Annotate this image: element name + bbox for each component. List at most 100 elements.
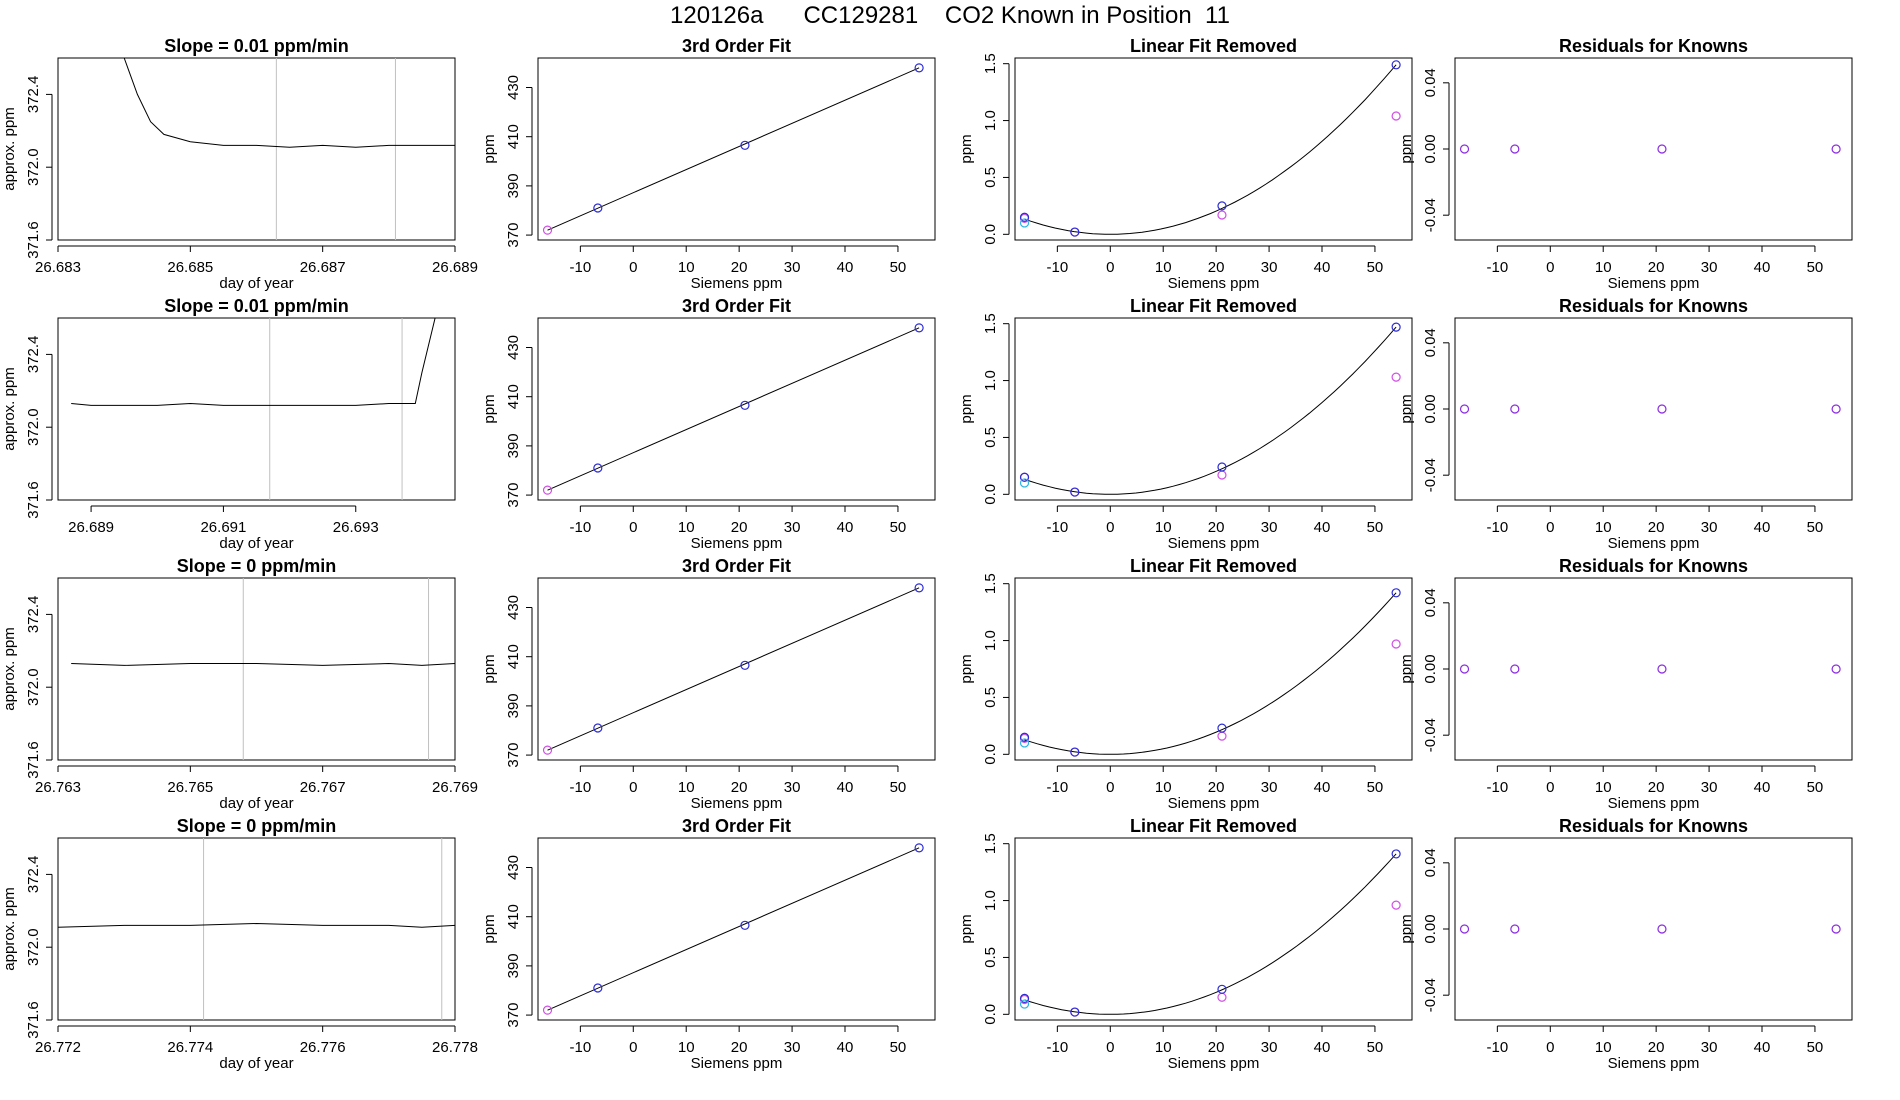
r3-linear-removed-plot-frame bbox=[1014, 837, 1413, 1021]
r0-linear-removed-x-tick-label: 20 bbox=[1208, 259, 1225, 276]
r1-fit-y-axis-label: ppm bbox=[481, 394, 498, 423]
r0-linear-removed-plot-frame bbox=[1014, 57, 1413, 241]
r3-fit-x-axis-label: Siemens ppm bbox=[691, 1055, 783, 1072]
r1-fit-x-tick-label: -10 bbox=[570, 519, 592, 536]
r0-timeseries-plot-frame bbox=[57, 57, 456, 241]
r1-residuals-x-axis-label: Siemens ppm bbox=[1608, 535, 1700, 552]
r3-linear-removed-x-tick-label: 0 bbox=[1106, 1039, 1114, 1056]
r0-timeseries-x-tick-label: 26.689 bbox=[432, 259, 478, 276]
r3-residuals-y-tick-label: 0.04 bbox=[1422, 848, 1439, 877]
r2-timeseries-x-tick-label: 26.767 bbox=[300, 779, 346, 796]
r2-fit-y-tick-label: 430 bbox=[505, 595, 522, 620]
r1-linear-removed-y-tick-label: 1.5 bbox=[982, 313, 999, 334]
r3-linear-removed-blue-point bbox=[1391, 849, 1401, 859]
r3-residuals-y-tick-label: 0.00 bbox=[1422, 914, 1439, 943]
r3-fit-x-tick-label: 50 bbox=[890, 1039, 907, 1056]
r3-residuals-panel-title: Residuals for Knowns bbox=[1559, 816, 1748, 836]
r3-residuals-x-tick-label: 50 bbox=[1807, 1039, 1824, 1056]
r0-residual-point bbox=[1831, 144, 1841, 154]
r1-linear-removed-blue-point bbox=[1070, 487, 1080, 497]
r0-linear-removed-y-tick-label: 1.5 bbox=[982, 53, 999, 74]
r1-linear-removed-x-tick-label: 50 bbox=[1367, 519, 1384, 536]
r2-linear-removed-x-tick-label: 50 bbox=[1367, 779, 1384, 796]
r0-fit-point bbox=[740, 140, 750, 150]
r1-timeseries-x-tick-label: 26.691 bbox=[200, 519, 246, 536]
r2-fit-line bbox=[547, 587, 920, 751]
r2-residuals-y-tick-label: -0.04 bbox=[1422, 718, 1439, 752]
r3-linear-removed-panel-title: Linear Fit Removed bbox=[1130, 816, 1297, 836]
r0-fit-plot-frame bbox=[537, 57, 936, 241]
r1-linear-removed-x-tick-label: 20 bbox=[1208, 519, 1225, 536]
r3-fit-line bbox=[547, 847, 920, 1011]
r2-residuals-y-axis-label: ppm bbox=[1398, 654, 1415, 683]
r3-residuals-plot-frame bbox=[1454, 837, 1853, 1021]
r2-fit-x-tick-label: -10 bbox=[570, 779, 592, 796]
r0-linear-removed-blue-point bbox=[1391, 60, 1401, 70]
r1-linear-removed-blue-point bbox=[1217, 462, 1227, 472]
r3-fit-x-tick-label: 10 bbox=[678, 1039, 695, 1056]
r1-linear-removed-x-tick-label: 40 bbox=[1314, 519, 1331, 536]
r1-timeseries-y-tick-label: 372.4 bbox=[25, 336, 42, 374]
r1-fit-y-tick-label: 370 bbox=[505, 483, 522, 508]
r2-fit-y-axis-label: ppm bbox=[481, 654, 498, 683]
r2-fit-point bbox=[593, 723, 603, 733]
r3-fit-x-tick-label: 40 bbox=[837, 1039, 854, 1056]
r1-linear-removed-x-tick-label: 0 bbox=[1106, 519, 1114, 536]
r1-fit-point bbox=[542, 485, 553, 495]
r1-residuals-plot-frame bbox=[1454, 317, 1853, 501]
r2-linear-removed-y-tick-label: 0.0 bbox=[982, 744, 999, 765]
r2-timeseries-panel-title: Slope = 0 ppm/min bbox=[177, 556, 337, 576]
r3-residuals-x-tick-label: 0 bbox=[1546, 1039, 1554, 1056]
r3-timeseries-y-tick-label: 372.0 bbox=[25, 928, 42, 966]
r0-linear-removed-blue-point bbox=[1070, 227, 1080, 237]
r3-timeseries-y-axis-label: approx. ppm bbox=[1, 887, 18, 970]
r3-linear-removed-x-tick-label: 30 bbox=[1261, 1039, 1278, 1056]
r0-fit-x-tick-label: 0 bbox=[629, 259, 637, 276]
r2-residuals-y-tick-label: 0.04 bbox=[1422, 588, 1439, 617]
r1-timeseries-trace bbox=[71, 317, 436, 406]
r1-fit-x-tick-label: 20 bbox=[731, 519, 748, 536]
r1-timeseries-panel-title: Slope = 0.01 ppm/min bbox=[164, 296, 349, 316]
r3-timeseries-y-tick-label: 371.6 bbox=[25, 1001, 42, 1039]
r0-linear-removed-x-tick-label: 50 bbox=[1367, 259, 1384, 276]
r0-fit-y-tick-label: 430 bbox=[505, 75, 522, 100]
r2-linear-removed-x-axis-label: Siemens ppm bbox=[1168, 795, 1260, 812]
r3-residuals-x-axis-label: Siemens ppm bbox=[1608, 1055, 1700, 1072]
r1-fit-point bbox=[914, 323, 924, 333]
r3-residuals-x-tick-label: 10 bbox=[1595, 1039, 1612, 1056]
r2-linear-removed-plot-frame bbox=[1014, 577, 1413, 761]
r2-residual-point bbox=[1657, 664, 1667, 674]
r2-timeseries-y-tick-label: 372.4 bbox=[25, 596, 42, 634]
r0-fit-x-tick-label: 40 bbox=[837, 259, 854, 276]
r3-timeseries-y-tick-label: 372.4 bbox=[25, 856, 42, 894]
r2-fit-x-tick-label: 30 bbox=[784, 779, 801, 796]
r2-timeseries-y-tick-label: 371.6 bbox=[25, 741, 42, 779]
r3-fit-point bbox=[740, 920, 750, 930]
r2-linear-removed-x-tick-label: -10 bbox=[1047, 779, 1069, 796]
r2-linear-removed-magenta-point bbox=[1391, 639, 1401, 649]
r1-fit-x-tick-label: 10 bbox=[678, 519, 695, 536]
r3-residuals-x-tick-label: -10 bbox=[1487, 1039, 1509, 1056]
r1-fit-line bbox=[547, 327, 920, 491]
r1-fit-point bbox=[740, 400, 750, 410]
r1-timeseries-y-tick-label: 372.0 bbox=[25, 408, 42, 446]
r3-residual-point bbox=[1510, 924, 1520, 934]
r3-linear-removed-blue-point bbox=[1070, 1007, 1080, 1017]
r1-residual-point bbox=[1510, 404, 1520, 414]
r0-residuals-x-tick-label: 30 bbox=[1701, 259, 1718, 276]
r2-residual-point bbox=[1831, 664, 1841, 674]
r3-linear-removed-x-axis-label: Siemens ppm bbox=[1168, 1055, 1260, 1072]
r0-fit-x-axis-label: Siemens ppm bbox=[691, 275, 783, 292]
r2-timeseries-y-tick-label: 372.0 bbox=[25, 668, 42, 706]
r0-linear-removed-y-tick-label: 0.0 bbox=[982, 224, 999, 245]
r3-linear-removed-y-axis-label: ppm bbox=[958, 914, 975, 943]
r3-linear-removed-x-tick-label: 50 bbox=[1367, 1039, 1384, 1056]
r0-residuals-y-axis-label: ppm bbox=[1398, 134, 1415, 163]
r0-residuals-x-tick-label: 0 bbox=[1546, 259, 1554, 276]
r3-residual-point bbox=[1831, 924, 1841, 934]
r3-residuals-y-axis-label: ppm bbox=[1398, 914, 1415, 943]
r3-fit-x-tick-label: 30 bbox=[784, 1039, 801, 1056]
r0-residuals-x-tick-label: -10 bbox=[1487, 259, 1509, 276]
r2-linear-removed-blue-point bbox=[1391, 588, 1401, 598]
r0-residuals-panel-title: Residuals for Knowns bbox=[1559, 36, 1748, 56]
